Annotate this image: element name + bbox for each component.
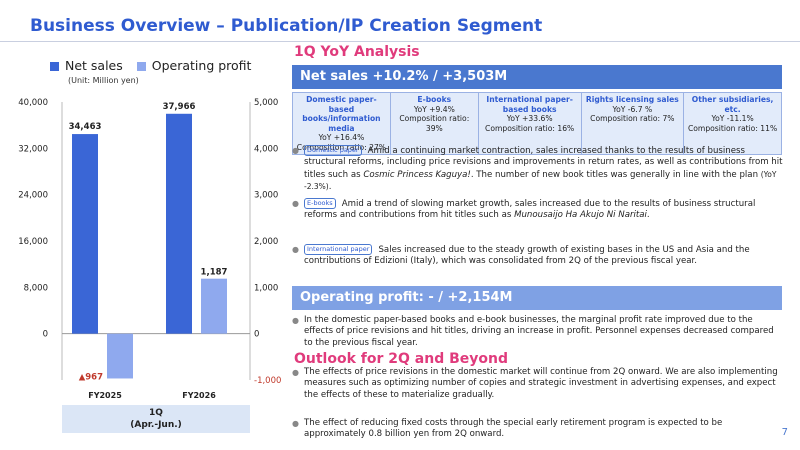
tag-international-paper: International paper (304, 244, 373, 255)
segment-name: International paper-based books (486, 95, 573, 114)
right-tick-label: 5,000 (254, 98, 278, 108)
bullet-text: The effect of reducing fixed costs throu… (304, 418, 723, 440)
bullet-title-italic: Munousaijo Ha Akujo Ni Naritai (514, 210, 647, 221)
right-tick-label: 1,000 (254, 283, 278, 293)
page-number: 7 (781, 427, 788, 438)
net-sales-banner: Net sales +10.2% / +3,503M (292, 65, 782, 89)
bullet-dot: ● (292, 199, 299, 208)
bar-chart: 40,000 32,000 24,000 16,000 8,000 0 5,000 4,000… (18, 98, 281, 400)
outlook-heading: Outlook for 2Q and Beyond (294, 351, 508, 367)
bullet-end: . (328, 182, 332, 193)
segment-name: E-books (417, 95, 452, 104)
operating-profit-bar (107, 333, 133, 379)
net-sales-data-label: 37,966 (163, 102, 196, 112)
unit-label: (Unit: Million yen) (68, 76, 139, 85)
page-title: Business Overview – Publication/IP Creat… (30, 16, 543, 36)
bullet-text-tail: . (646, 210, 650, 221)
bullet-outlook-2: ● The effect of reducing fixed costs thr… (292, 418, 784, 441)
segment-cell: Other subsidiaries, etc. YoY -11.1% Compos… (683, 92, 782, 155)
operating-profit-bar (201, 278, 227, 334)
segment-composition: Composition ratio: 16% (485, 123, 575, 133)
tag-ebooks: E-books (304, 198, 336, 209)
legend-swatch-net-sales (50, 62, 59, 71)
bullet-title-italic: Cosmic Princess Kaguya! (363, 169, 471, 180)
left-tick-label: 24,000 (18, 191, 48, 201)
bullet-operating-profit: ● In the domestic paper-based books and … (292, 315, 784, 349)
segment-cell: Domestic paper-based books/information m… (292, 92, 391, 155)
bullet-dot: ● (292, 368, 299, 377)
legend-item-operating-profit: Operating profit (136, 58, 252, 73)
segment-composition: Composition ratio: 39% (399, 114, 470, 133)
net-sales-bar (166, 113, 192, 334)
left-tick-label: 40,000 (18, 98, 48, 108)
operating-profit-data-label: ▲967 (79, 372, 103, 382)
operating-profit-data-label: 1,187 (201, 268, 228, 278)
category-label: FY2025 (88, 391, 122, 400)
segment-composition: Composition ratio: 7% (590, 114, 675, 123)
segment-name: Rights licensing sales (585, 95, 679, 104)
bullet-text: In the domestic paper-based books and e-… (304, 315, 774, 348)
left-tick-label: 32,000 (18, 144, 48, 154)
bullet-dot: ● (292, 146, 299, 155)
right-tick-label: -1,000 (254, 376, 281, 386)
category-label: FY2026 (182, 391, 216, 400)
segment-cell: Rights licensing sales YoY -6.7 % Composit… (580, 92, 685, 155)
bullet-text: Amid a trend of slowing market growth, s… (304, 199, 756, 221)
segment-composition: Composition ratio: 27% (296, 142, 386, 152)
left-tick-label: 16,000 (18, 237, 48, 247)
bullet-international-paper: ● International paper Sales increased due… (292, 244, 784, 268)
left-tick-label: 0 (43, 330, 48, 340)
operating-profit-banner: Operating profit: - / +2,154M (292, 286, 782, 310)
bullet-outlook-1: ● The effects of price revisions in the … (292, 367, 784, 401)
bullet-text: Sales increased due to the steady growth… (304, 245, 750, 267)
period-label-range: (Apr.-Jun.) (130, 420, 182, 430)
legend-item-net-sales: Net sales (50, 58, 123, 73)
bullet-dot: ● (292, 245, 299, 254)
tag-domestic-paper: Domestic paper (304, 145, 362, 156)
bullet-dot: ● (292, 419, 299, 428)
period-label: 1Q (Apr.-Jun.) (62, 405, 250, 433)
segment-yoy: YoY +16.4% (318, 133, 365, 142)
bullet-ebooks: ● E-books Amid a trend of slowing market … (292, 198, 784, 222)
segment-name: Other subsidiaries, etc. (691, 95, 774, 114)
bullet-dot: ● (292, 316, 299, 325)
segment-yoy: YoY -6.7 % (612, 104, 653, 114)
net-sales-bar (72, 134, 98, 334)
bullet-text: Amid a continuing market contraction, sa… (304, 146, 783, 180)
right-tick-label: 4,000 (254, 144, 278, 154)
segment-yoy: YoY -11.1% (711, 114, 754, 123)
net-sales-data-label: 34,463 (69, 122, 102, 132)
segment-composition: Composition ratio: 11% (687, 123, 778, 133)
segment-yoy: YoY +33.6% (506, 114, 553, 123)
right-tick-label: 0 (254, 330, 259, 340)
period-label-quarter: 1Q (149, 408, 163, 418)
segment-table: Domestic paper-based books/information m… (292, 92, 782, 155)
legend-swatch-operating-profit (136, 62, 146, 71)
right-tick-label: 2,000 (254, 237, 278, 247)
segment-cell: E-books YoY +9.4% Composition ratio: 39% (389, 92, 479, 155)
chart-legend: Net sales Operating profit (50, 58, 251, 73)
bullet-domestic-paper: ● Domestic paper Amid a continuing market… (292, 145, 784, 194)
title-divider (0, 41, 800, 42)
bullet-note: (YoY -2.3%) (304, 169, 777, 192)
legend-label-net-sales: Net sales (65, 58, 123, 73)
legend-label-operating-profit: Operating profit (151, 58, 252, 73)
yoy-heading: 1Q YoY Analysis (294, 44, 420, 60)
segment-name: Domestic paper-based books/information m… (302, 95, 381, 133)
bullet-text: The effects of price revisions in the do… (304, 367, 778, 400)
bullet-text-tail: . The number of new book titles was gene… (470, 169, 761, 180)
segment-yoy: YoY +9.4% (413, 104, 455, 114)
left-tick-label: 8,000 (24, 283, 48, 293)
right-tick-label: 3,000 (254, 191, 278, 201)
